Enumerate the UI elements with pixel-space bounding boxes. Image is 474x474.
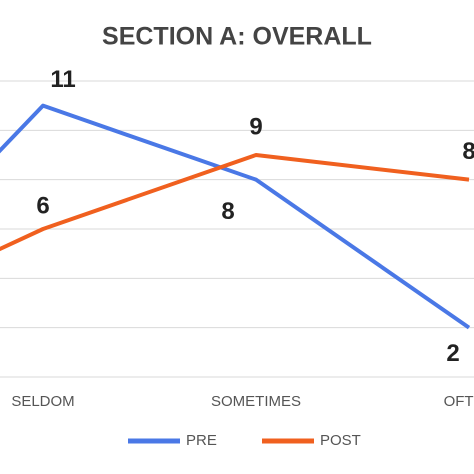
data-label: 9 (249, 113, 262, 140)
data-label: 11 (50, 66, 75, 93)
x-tick-label: SELDOM (11, 393, 74, 410)
data-label: 8 (221, 198, 234, 225)
chart-title: SECTION A: OVERALL (102, 23, 372, 51)
data-label: 2 (446, 340, 459, 367)
legend-label: POST (320, 432, 361, 449)
legend-label: PRE (186, 432, 217, 449)
line-series (0, 153, 470, 252)
data-label: 8 (462, 138, 474, 165)
data-label: 6 (36, 192, 49, 219)
line-series (0, 103, 471, 330)
x-tick-label: OFTEN (444, 393, 474, 410)
x-tick-label: SOMETIMES (211, 393, 301, 410)
